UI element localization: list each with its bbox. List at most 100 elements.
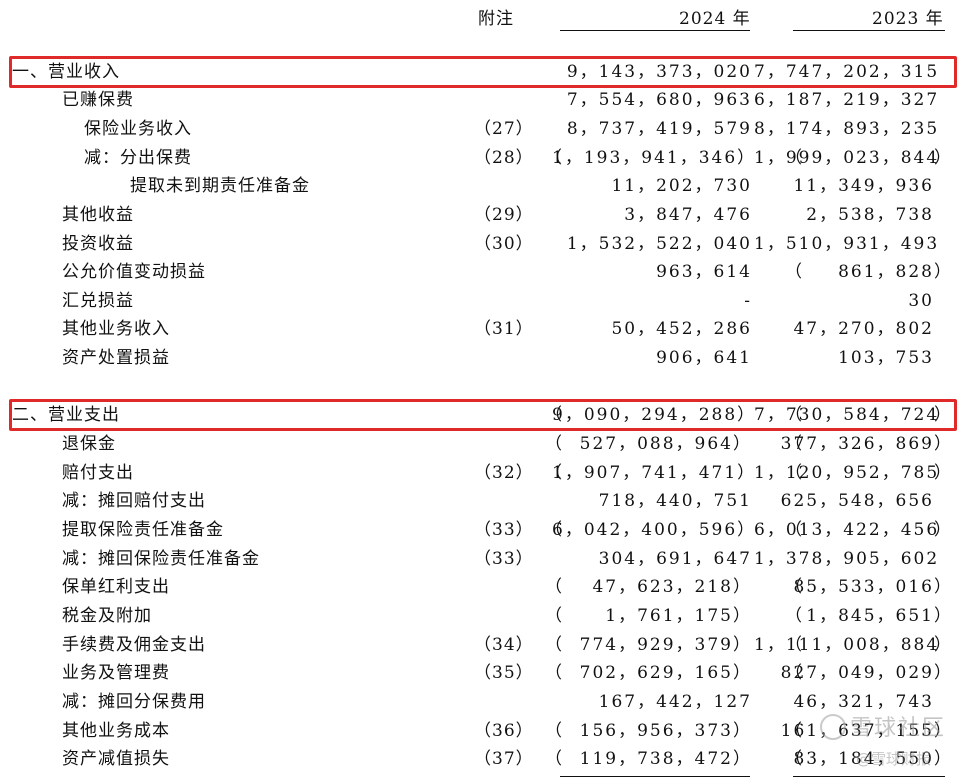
close-paren-2023: ） xyxy=(934,577,951,597)
table-row: 其他收益 （29） 3，847，476 2，538，738 xyxy=(0,201,974,229)
close-paren-2023: ） xyxy=(934,606,951,626)
table-row: 汇兑损益 - 30 xyxy=(0,287,974,315)
open-paren-2023: （ xyxy=(785,434,802,454)
value-2024: 167，442，127 xyxy=(598,692,752,712)
value-2024: 1，532，522，040 xyxy=(566,234,752,254)
highlight-box xyxy=(9,399,957,431)
value-2023: 1，111，008，884 xyxy=(754,635,940,655)
table-row: 其他业务收入 （31） 50，452，286 47，270，802 xyxy=(0,315,974,343)
row-label: 税金及附加 xyxy=(62,606,152,626)
note-ref: （30） xyxy=(474,234,534,254)
open-paren-2023: （ xyxy=(785,749,802,769)
note-ref: （28） xyxy=(474,148,534,168)
open-paren-2024: （ xyxy=(545,434,562,454)
table-row: 投资收益 （30） 1，532，522，040 1，510，931，493 xyxy=(0,230,974,258)
open-paren-2024: （ xyxy=(545,405,562,425)
value-2023: 161，637，155 xyxy=(780,721,934,741)
note-ref: （33） xyxy=(474,520,534,540)
value-2023: 1，120，952，785 xyxy=(754,463,940,483)
value-2023: 1，845，651 xyxy=(806,606,934,626)
table-row: 保险业务收入 （27） 8，737，419，579 8，174，893，235 xyxy=(0,115,974,143)
row-label: 公允价值变动损益 xyxy=(62,262,206,282)
value-2024: 6，042，400，596） xyxy=(552,520,757,540)
value-2024: 119，738，472） xyxy=(579,749,752,769)
open-paren-2024: （ xyxy=(545,635,562,655)
open-paren-2024: （ xyxy=(545,148,562,168)
value-2024: 3，847，476 xyxy=(624,205,752,225)
close-paren-2023: ） xyxy=(934,434,951,454)
value-2024: 718，440，751 xyxy=(598,491,752,511)
note-ref: （31） xyxy=(474,319,534,339)
value-2023: 46，321，743 xyxy=(793,692,934,712)
close-paren-2023: ） xyxy=(934,635,951,655)
table-row: 赔付支出 （32）（1，907，741，471）（） 1，120，952，785 xyxy=(0,459,974,487)
value-2024: 11，202，730 xyxy=(611,176,752,196)
value-2024: 1，761，175） xyxy=(605,606,752,626)
open-paren-2023: （ xyxy=(785,463,802,483)
note-ref: （27） xyxy=(474,119,534,139)
value-2023: 83，184，550 xyxy=(793,749,934,769)
value-2023: 1，999，023，844 xyxy=(754,148,940,168)
watermark-handle: @雪球财报 xyxy=(856,750,932,768)
table-row: 公允价值变动损益 963，614 （ ） 861，828 xyxy=(0,258,974,286)
value-2024: 304，691，647 xyxy=(598,549,752,569)
value-2024: 1，193，941，346） xyxy=(552,148,757,168)
table-row: 业务及管理费 （35） （ 702，629，165） （ ） 827，049，029 xyxy=(0,659,974,687)
row-label: 一、营业收入 xyxy=(12,62,120,82)
open-paren-2023: （ xyxy=(785,721,802,741)
note-ref: （37） xyxy=(474,749,534,769)
header-underline-2023 xyxy=(793,30,945,31)
row-label: 汇兑损益 xyxy=(62,291,134,311)
value-2024: 774，929，379） xyxy=(579,635,752,655)
close-paren-2023: ） xyxy=(934,262,951,282)
close-paren-2023: ） xyxy=(934,721,951,741)
value-2023: 1，378，905，602 xyxy=(754,549,940,569)
value-2024: 9，090，294，288） xyxy=(552,405,757,425)
value-2023: 377，326，869 xyxy=(780,434,934,454)
row-label: 保险业务收入 xyxy=(84,119,192,139)
value-2023: 861，828 xyxy=(838,262,934,282)
table-row: 手续费及佣金支出 （34） （ 774，929，379） （ ） 1，111，008，884 xyxy=(0,631,974,659)
footer-line-2023 xyxy=(793,776,945,777)
note-ref: （33） xyxy=(474,549,534,569)
value-2023: 2，538，738 xyxy=(806,205,934,225)
value-2023: 11，349，936 xyxy=(793,176,934,196)
row-label: 减：摊回分保费用 xyxy=(62,692,206,712)
value-2023: 30 xyxy=(908,291,934,311)
row-label: 减：分出保费 xyxy=(84,148,192,168)
note-column-header: 附注 xyxy=(478,9,514,29)
value-2024: 50，452，286 xyxy=(611,319,752,339)
close-paren-2023: ） xyxy=(934,749,951,769)
table-row: 税金及附加 （ 1，761，175） （ ） 1，845，651 xyxy=(0,602,974,630)
row-label: 减：摊回保险责任准备金 xyxy=(62,549,260,569)
row-label: 其他业务收入 xyxy=(62,319,170,339)
value-2024: 8，737，419，579 xyxy=(566,119,752,139)
section-total-row: 二、营业支出（9，090，294，288）（） 7，730，584，724 xyxy=(0,399,974,431)
note-ref: （29） xyxy=(474,205,534,225)
row-label: 资产处置损益 xyxy=(62,348,170,368)
open-paren-2024: （ xyxy=(545,606,562,626)
value-2023: 625，548，656 xyxy=(780,491,934,511)
row-label: 其他业务成本 xyxy=(62,721,170,741)
row-label: 手续费及佣金支出 xyxy=(62,635,206,655)
table-row: 提取未到期责任准备金 11，202，730 11，349，936 xyxy=(0,172,974,200)
table-row: 其他业务成本 （36） （ 156，956，373） （ ） 161，637，155 xyxy=(0,717,974,745)
section-total-row: 一、营业收入 9，143，373，020 7，747，202，315 xyxy=(0,56,974,88)
close-paren-2023: ） xyxy=(934,520,951,540)
close-paren-2023: ） xyxy=(934,405,951,425)
note-ref: （36） xyxy=(474,721,534,741)
close-paren-2023: ） xyxy=(934,663,951,683)
table-row: 减：摊回分保费用 167，442，127 46，321，743 xyxy=(0,688,974,716)
table-row: 资产减值损失 （37） （ 119，738，472） （ ） 83，184，550 xyxy=(0,745,974,773)
open-paren-2023: （ xyxy=(785,606,802,626)
value-2023: 6，013，422，456 xyxy=(754,520,940,540)
row-label: 提取保险责任准备金 xyxy=(62,520,224,540)
value-2023: 827，049，029 xyxy=(780,663,934,683)
note-ref: （32） xyxy=(474,463,534,483)
table-row: 已赚保费 7，554，680，963 6，187，219，327 xyxy=(0,86,974,114)
row-label: 投资收益 xyxy=(62,234,134,254)
row-label: 资产减值损失 xyxy=(62,749,170,769)
value-2024: 7，554，680，963 xyxy=(566,90,752,110)
value-2024: 1，907，741，471） xyxy=(552,463,757,483)
year-2023-header: 2023 年 xyxy=(872,9,944,29)
